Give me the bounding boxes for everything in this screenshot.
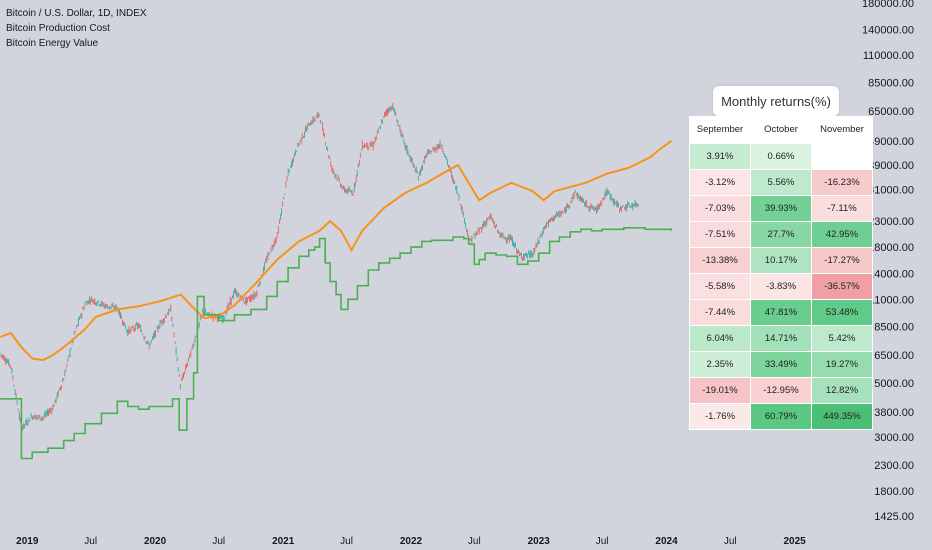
y-tick-label: 85000.00 (868, 78, 914, 90)
y-tick-label: 49000.00 (868, 136, 914, 148)
x-tick-label: 2024 (655, 536, 678, 547)
monthly-return-cell: -7.44% (689, 299, 751, 326)
monthly-return-cell: 14.71% (750, 325, 812, 352)
price-axis[interactable]: 180000.00 140000.00 110000.00 85000.00 65000… (862, 0, 914, 523)
monthly-return-cell: -1.76% (689, 403, 751, 430)
legend-production-cost[interactable]: Bitcoin Production Cost (6, 23, 110, 34)
y-tick-label: 3800.00 (874, 407, 914, 419)
y-tick-label: 2300.00 (874, 460, 914, 472)
monthly-return-cell: -7.03% (689, 195, 751, 222)
monthly-returns-header-row: September October November (689, 116, 873, 144)
monthly-returns-row: -7.51% 27.7% 42.95% (689, 221, 873, 248)
y-tick-label: 1800.00 (874, 486, 914, 498)
x-tick-label: Jul (468, 536, 481, 547)
x-tick-label: 2019 (16, 536, 39, 547)
legend-symbol[interactable]: Bitcoin / U.S. Dollar, 1D, INDEX (6, 8, 147, 19)
monthly-returns-title: Monthly returns(%) (713, 86, 839, 116)
x-tick-label: Jul (340, 536, 353, 547)
monthly-return-cell: -19.01% (689, 377, 751, 404)
monthly-return-cell: -36.57% (811, 273, 873, 300)
y-tick-label: 14000.00 (868, 269, 914, 281)
monthly-return-cell: 0.66% (750, 143, 812, 170)
monthly-return-cell: 53.48% (811, 299, 873, 326)
energy-value-line (0, 227, 673, 460)
y-tick-label: 18000.00 (868, 242, 914, 254)
y-tick-label: 23000.00 (868, 216, 914, 228)
production-cost-line (0, 140, 672, 362)
monthly-return-cell: 27.7% (750, 221, 812, 248)
monthly-returns-row: -3.12% 5.56% -16.23% (689, 169, 873, 196)
btc-price-candles (0, 102, 639, 433)
monthly-returns-row: -1.76% 60.79% 449.35% (689, 403, 873, 430)
y-tick-label: 180000.00 (862, 0, 914, 10)
monthly-returns-row: -7.44% 47.81% 53.48% (689, 299, 873, 326)
monthly-return-cell: 19.27% (811, 351, 873, 378)
monthly-return-cell: -3.12% (689, 169, 751, 196)
x-tick-label: 2021 (272, 536, 295, 547)
monthly-return-cell: -7.11% (811, 195, 873, 222)
monthly-return-cell: 10.17% (750, 247, 812, 274)
x-tick-label: Jul (724, 536, 737, 547)
monthly-returns-row: -13.38% 10.17% -17.27% (689, 247, 873, 274)
monthly-return-cell: 42.95% (811, 221, 873, 248)
y-tick-label: 31000.00 (868, 184, 914, 196)
x-tick-label: Jul (212, 536, 225, 547)
x-tick-label: 2022 (400, 536, 423, 547)
monthly-return-cell: 12.82% (811, 377, 873, 404)
y-tick-label: 8500.00 (874, 322, 914, 334)
monthly-return-cell: -16.23% (811, 169, 873, 196)
x-tick-label: 2025 (784, 536, 807, 547)
monthly-returns-row: 3.91% 0.66% (689, 143, 873, 170)
y-tick-label: 65000.00 (868, 106, 914, 118)
monthly-returns-row: 2.35% 33.49% 19.27% (689, 351, 873, 378)
y-tick-label: 5000.00 (874, 378, 914, 390)
monthly-return-cell: -13.38% (689, 247, 751, 274)
x-tick-label: 2020 (144, 536, 167, 547)
monthly-return-cell: 39.93% (750, 195, 812, 222)
x-tick-label: 2023 (528, 536, 551, 547)
monthly-returns-row: -7.03% 39.93% -7.11% (689, 195, 873, 222)
monthly-return-cell: -7.51% (689, 221, 751, 248)
x-tick-label: Jul (84, 536, 97, 547)
monthly-return-cell: 60.79% (750, 403, 812, 430)
y-tick-label: 39000.00 (868, 160, 914, 172)
monthly-returns-header: November (811, 116, 873, 144)
monthly-return-cell: -5.58% (689, 273, 751, 300)
monthly-return-cell: 2.35% (689, 351, 751, 378)
y-tick-label: 3000.00 (874, 432, 914, 444)
monthly-returns-header: September (689, 116, 751, 144)
monthly-return-cell (811, 143, 873, 170)
monthly-return-cell: -3.83% (750, 273, 812, 300)
y-tick-label: 140000.00 (862, 25, 914, 37)
time-axis[interactable]: 2019 Jul 2020 Jul 2021 Jul 2022 Jul 2023 Jul 2024 J… (16, 536, 806, 547)
y-tick-label: 110000.00 (863, 50, 914, 62)
monthly-returns-header: October (750, 116, 812, 144)
y-tick-label: 6500.00 (874, 350, 914, 362)
monthly-return-cell: 5.42% (811, 325, 873, 352)
monthly-returns-row: -19.01% -12.95% 12.82% (689, 377, 873, 404)
y-tick-label: 11000.00 (869, 294, 914, 306)
x-tick-label: Jul (596, 536, 609, 547)
monthly-return-cell: 449.35% (811, 403, 873, 430)
legend-energy-value[interactable]: Bitcoin Energy Value (6, 38, 99, 49)
monthly-returns-row: -5.58% -3.83% -36.57% (689, 273, 873, 300)
monthly-returns-table: September October November 3.91% 0.66% -3.12… (689, 116, 873, 430)
monthly-returns-row: 6.04% 14.71% 5.42% (689, 325, 873, 352)
y-tick-label: 1425.00 (874, 511, 914, 523)
monthly-return-cell: -17.27% (811, 247, 873, 274)
monthly-return-cell: 33.49% (750, 351, 812, 378)
monthly-return-cell: 5.56% (750, 169, 812, 196)
monthly-return-cell: 47.81% (750, 299, 812, 326)
monthly-return-cell: 3.91% (689, 143, 751, 170)
monthly-return-cell: -12.95% (750, 377, 812, 404)
chart-legend: Bitcoin / U.S. Dollar, 1D, INDEX Bitcoin… (6, 6, 147, 51)
monthly-return-cell: 6.04% (689, 325, 751, 352)
